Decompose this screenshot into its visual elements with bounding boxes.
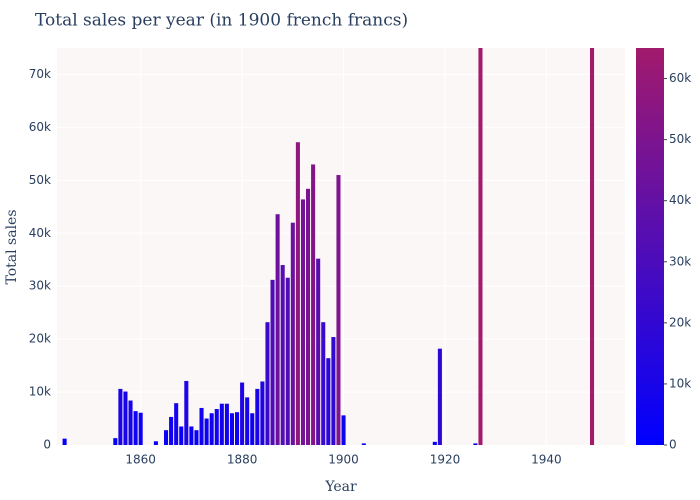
bar bbox=[224, 403, 229, 445]
colorbar-tick-label: 50k bbox=[669, 132, 691, 146]
bar bbox=[331, 337, 336, 445]
bar bbox=[123, 391, 128, 445]
bar bbox=[295, 142, 300, 445]
bar bbox=[128, 400, 133, 445]
bar bbox=[133, 411, 138, 445]
colorbar-tick-label: 40k bbox=[669, 193, 691, 207]
y-tick-label: 60k bbox=[29, 120, 51, 134]
bar bbox=[240, 382, 245, 445]
bar bbox=[169, 416, 174, 445]
bar bbox=[316, 258, 321, 445]
colorbar-tick-label: 0 bbox=[669, 438, 677, 452]
x-tick-label: 1920 bbox=[430, 453, 461, 467]
bar bbox=[590, 48, 595, 445]
bar bbox=[179, 426, 184, 445]
bar bbox=[235, 412, 240, 445]
bar bbox=[260, 381, 265, 445]
colorbar-tick-label: 20k bbox=[669, 315, 691, 329]
bar bbox=[437, 348, 442, 445]
bar bbox=[478, 48, 483, 445]
bar bbox=[265, 322, 270, 445]
y-tick-label: 30k bbox=[29, 279, 51, 293]
bar bbox=[311, 164, 316, 445]
colorbar-tick-label: 30k bbox=[669, 254, 691, 268]
bar bbox=[255, 388, 260, 445]
bar bbox=[138, 412, 143, 445]
bar bbox=[113, 438, 118, 445]
bar bbox=[245, 397, 250, 445]
bar bbox=[290, 222, 295, 445]
bar bbox=[194, 430, 199, 445]
bar bbox=[341, 415, 346, 445]
bar bbox=[174, 403, 179, 445]
bar bbox=[336, 175, 341, 445]
colorbar-tick-label: 10k bbox=[669, 376, 691, 390]
bar bbox=[306, 188, 311, 445]
bar bbox=[250, 413, 255, 445]
bars bbox=[62, 48, 595, 445]
colorbar bbox=[636, 48, 664, 445]
bar bbox=[219, 403, 224, 445]
bar bbox=[270, 279, 275, 445]
bar bbox=[189, 426, 194, 445]
bar bbox=[473, 443, 478, 445]
bar bbox=[326, 358, 331, 445]
bar bbox=[204, 418, 209, 445]
y-tick-label: 20k bbox=[29, 332, 51, 346]
bar bbox=[62, 438, 67, 445]
plot-area bbox=[57, 48, 625, 445]
y-tick-label: 70k bbox=[29, 67, 51, 81]
x-tick-label: 1860 bbox=[125, 453, 156, 467]
bar bbox=[275, 214, 280, 445]
x-tick-label: 1900 bbox=[328, 453, 359, 467]
bar bbox=[321, 322, 326, 445]
bar bbox=[184, 380, 189, 445]
bar bbox=[214, 409, 219, 445]
y-tick-label: 50k bbox=[29, 173, 51, 187]
bar bbox=[280, 265, 285, 445]
bar bbox=[300, 199, 305, 445]
y-axis-title: Total sales bbox=[4, 209, 20, 284]
x-tick-label: 1880 bbox=[227, 453, 258, 467]
grid bbox=[57, 48, 625, 445]
bar bbox=[229, 413, 234, 445]
x-tick-label: 1940 bbox=[531, 453, 562, 467]
bar bbox=[153, 441, 158, 445]
bar bbox=[199, 407, 204, 445]
bar bbox=[361, 443, 366, 445]
bar bbox=[164, 430, 169, 445]
x-axis-title: Year bbox=[324, 479, 357, 495]
chart-title: Total sales per year (in 1900 french fra… bbox=[35, 11, 408, 31]
bar bbox=[118, 388, 123, 445]
bar bbox=[209, 413, 214, 445]
y-tick-label: 40k bbox=[29, 226, 51, 240]
bar bbox=[285, 277, 290, 445]
colorbar-tick-label: 60k bbox=[669, 71, 691, 85]
y-tick-label: 10k bbox=[29, 385, 51, 399]
bar bbox=[432, 441, 437, 445]
y-tick-label: 0 bbox=[43, 438, 51, 452]
